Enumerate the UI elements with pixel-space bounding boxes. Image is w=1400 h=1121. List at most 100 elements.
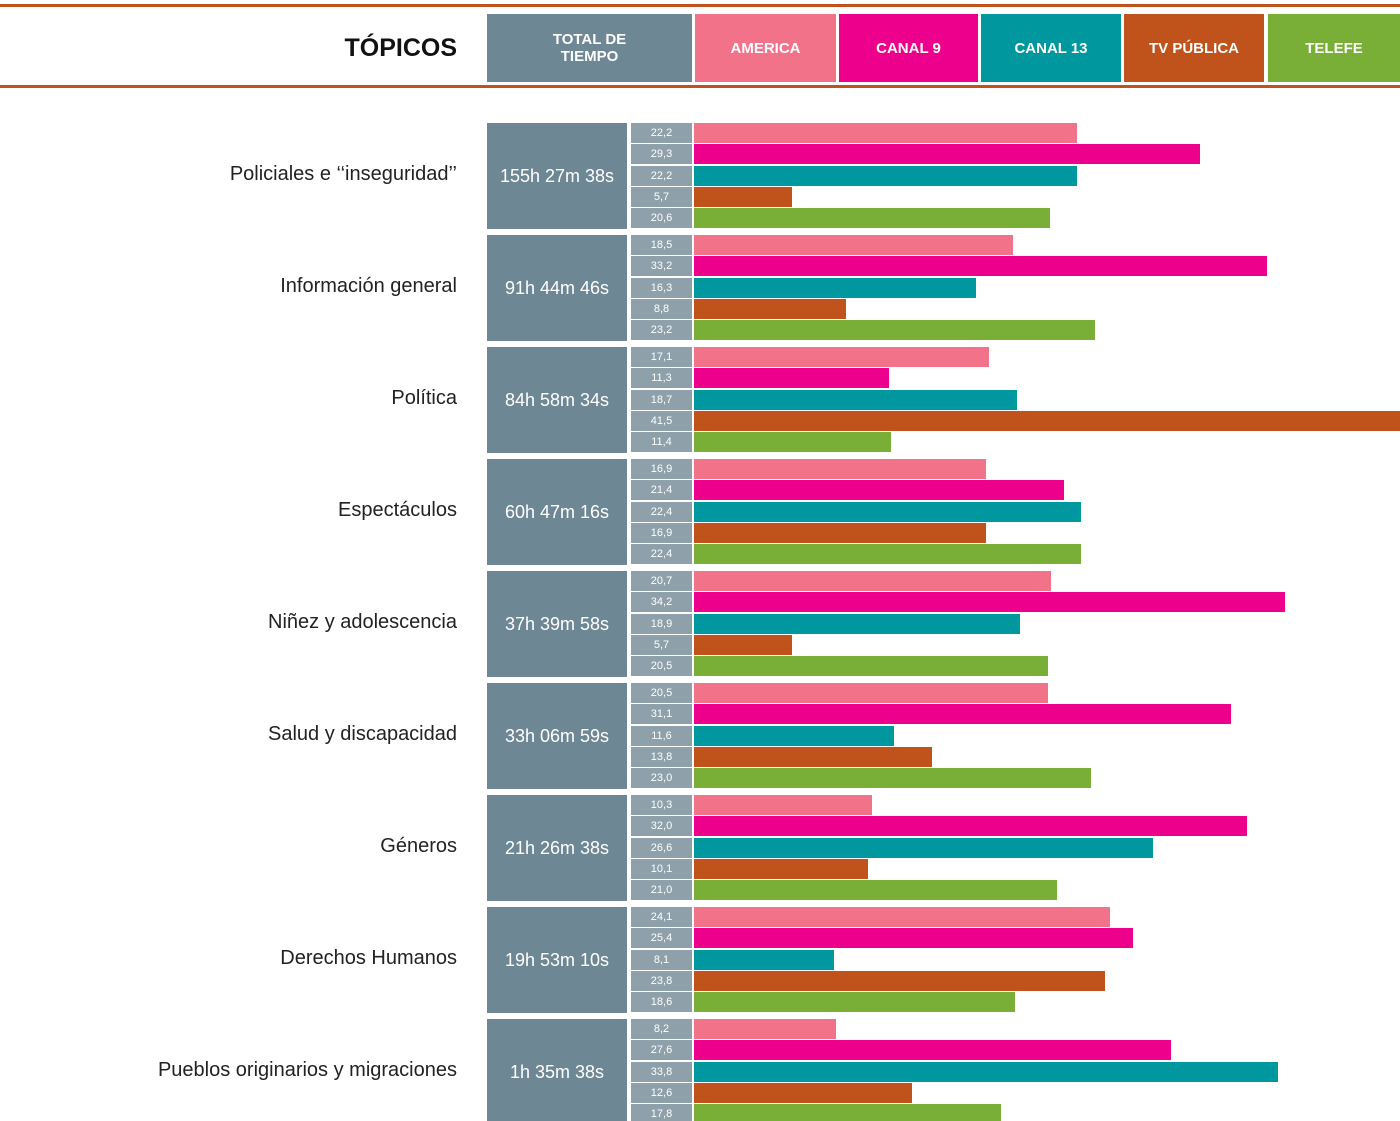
- bar: [694, 410, 1400, 431]
- value-label: 22,4: [631, 501, 692, 522]
- value-label: 24,1: [631, 907, 692, 927]
- value-label: 34,2: [631, 592, 692, 613]
- bar: [694, 571, 1052, 591]
- category-label: Información general: [280, 275, 457, 297]
- bar: [694, 320, 1095, 341]
- bar: [694, 746, 933, 767]
- bar: [694, 432, 891, 453]
- category-label: Salud y discapacidad: [267, 723, 457, 745]
- value-label: 12,6: [631, 1082, 692, 1103]
- bar: [694, 907, 1111, 927]
- bar: [694, 298, 846, 319]
- value-label: 22,2: [631, 123, 692, 143]
- bar: [694, 256, 1268, 277]
- value-label: 31,1: [631, 704, 692, 725]
- value-label: 5,7: [631, 186, 692, 207]
- bar: [694, 544, 1081, 565]
- bar: [694, 1082, 912, 1103]
- category-label: Policiales e ‘‘inseguridad’’: [229, 163, 457, 185]
- bar: [694, 186, 793, 207]
- value-label: 33,8: [631, 1061, 692, 1082]
- legend-entry: TELEFE: [1268, 14, 1400, 82]
- bar: [694, 1040, 1171, 1061]
- bar: [694, 837, 1154, 858]
- top-rule: [0, 4, 1400, 7]
- bottom-rule: [0, 85, 1400, 88]
- bar: [694, 165, 1078, 186]
- value-label: 13,8: [631, 746, 692, 767]
- category-label: Pueblos originarios y migraciones: [157, 1059, 457, 1081]
- value-label: 22,2: [631, 165, 692, 186]
- bar: [694, 683, 1049, 703]
- value-label: 16,9: [631, 459, 692, 479]
- value-label: 10,3: [631, 795, 692, 815]
- bar: [694, 970, 1106, 991]
- category-label: Géneros: [380, 835, 457, 857]
- total-time: 37h 39m 58s: [487, 571, 627, 677]
- total-header: TOTAL DE TIEMPO: [487, 14, 692, 82]
- value-label: 5,7: [631, 634, 692, 655]
- value-label: 18,9: [631, 613, 692, 634]
- value-label: 27,6: [631, 1040, 692, 1061]
- bar: [694, 928, 1133, 949]
- bar: [694, 459, 986, 479]
- category-header: TÓPICOS: [344, 33, 457, 62]
- total-time: 91h 44m 46s: [487, 235, 627, 341]
- bar: [694, 235, 1014, 255]
- value-label: 33,2: [631, 256, 692, 277]
- bar: [694, 795, 872, 815]
- total-time: 21h 26m 38s: [487, 795, 627, 901]
- bar: [694, 144, 1200, 165]
- value-label: 11,6: [631, 725, 692, 746]
- bar: [694, 522, 986, 543]
- total-time: 84h 58m 34s: [487, 347, 627, 453]
- bar: [694, 634, 793, 655]
- bar: [694, 992, 1016, 1013]
- value-label: 20,7: [631, 571, 692, 591]
- value-label: 18,6: [631, 992, 692, 1013]
- bar: [694, 277, 976, 298]
- value-label: 23,2: [631, 320, 692, 341]
- bar: [694, 1061, 1278, 1082]
- bar: [694, 949, 834, 970]
- bar: [694, 501, 1081, 522]
- value-label: 17,1: [631, 347, 692, 367]
- bar: [694, 1019, 836, 1039]
- category-label: Espectáculos: [338, 499, 457, 521]
- value-label: 18,5: [631, 235, 692, 255]
- value-label: 22,4: [631, 544, 692, 565]
- bar: [694, 704, 1232, 725]
- value-label: 26,6: [631, 837, 692, 858]
- bar: [694, 1104, 1002, 1121]
- value-label: 21,0: [631, 880, 692, 901]
- legend-entry: CANAL 13: [981, 14, 1121, 82]
- value-label: 23,0: [631, 768, 692, 789]
- bar: [694, 725, 895, 746]
- value-label: 41,5: [631, 410, 692, 431]
- value-label: 16,9: [631, 522, 692, 543]
- bar: [694, 768, 1092, 789]
- bar: [694, 389, 1017, 410]
- value-label: 20,6: [631, 208, 692, 229]
- category-label: Derechos Humanos: [280, 947, 457, 969]
- bar: [694, 858, 869, 879]
- bar: [694, 880, 1057, 901]
- value-label: 17,8: [631, 1104, 692, 1121]
- value-label: 11,4: [631, 432, 692, 453]
- value-label: 11,3: [631, 368, 692, 389]
- bar: [694, 592, 1285, 613]
- value-label: 25,4: [631, 928, 692, 949]
- value-label: 21,4: [631, 480, 692, 501]
- value-label: 8,1: [631, 949, 692, 970]
- total-time: 1h 35m 38s: [487, 1019, 627, 1121]
- total-time: 33h 06m 59s: [487, 683, 627, 789]
- legend-entry: CANAL 9: [839, 14, 978, 82]
- bar: [694, 816, 1247, 837]
- total-time: 155h 27m 38s: [487, 123, 627, 229]
- value-label: 8,8: [631, 298, 692, 319]
- bar: [694, 347, 990, 367]
- bar: [694, 368, 890, 389]
- total-time: 19h 53m 10s: [487, 907, 627, 1013]
- value-label: 18,7: [631, 389, 692, 410]
